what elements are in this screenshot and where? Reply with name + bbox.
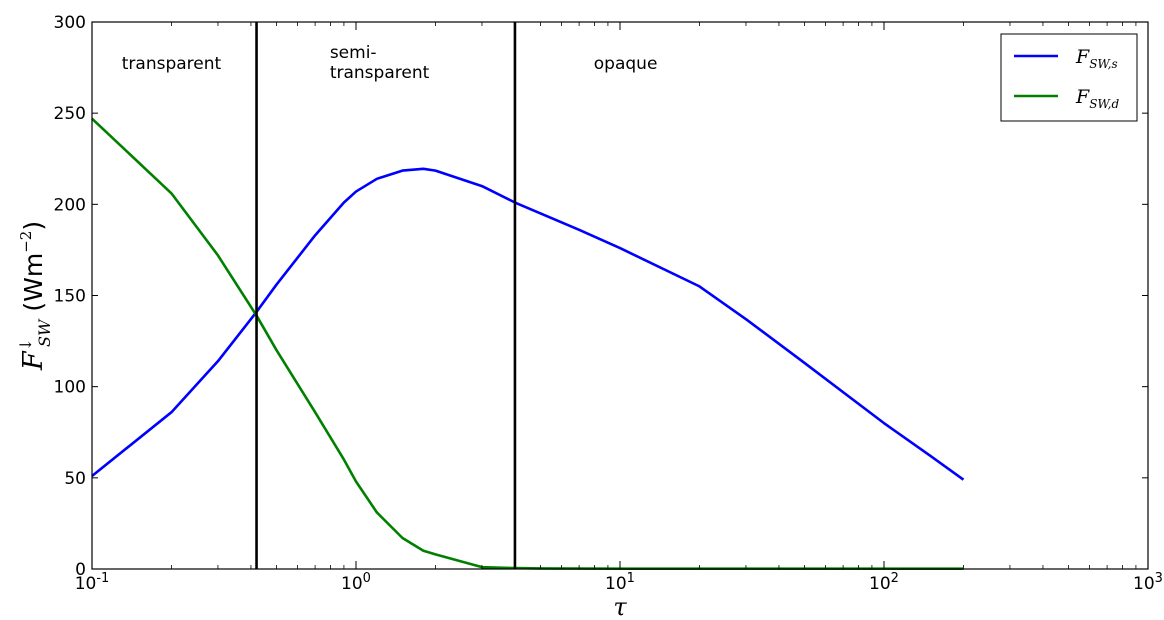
x-axis-label: τ <box>613 593 627 620</box>
x-tick-label: 103 <box>1133 571 1163 594</box>
region-label-1: transparent <box>122 54 222 74</box>
y-axis-label: F↓SW (Wm−2) <box>16 221 54 371</box>
y-tick-label: 300 <box>54 13 86 33</box>
region-dividers <box>255 22 517 569</box>
series-line-sw-d <box>91 117 964 570</box>
y-tick-label: 150 <box>54 287 86 307</box>
legend-label-sw-d: FSW,d <box>1075 86 1119 111</box>
region-label-2: semi-transparent <box>330 43 430 83</box>
region-labels: transparent semi-transparent opaque <box>122 43 658 83</box>
y-tick-label: 200 <box>54 195 86 215</box>
x-tick-label: 101 <box>605 571 635 594</box>
x-tick-label: 10-1 <box>75 571 110 594</box>
y-tick-label: 0 <box>75 560 86 580</box>
plot-frame <box>91 21 1149 570</box>
y-tick-label: 100 <box>54 378 86 398</box>
region-label-3: opaque <box>594 54 658 74</box>
x-tick-label: 100 <box>341 571 371 594</box>
axes: 0 50 100 150 200 250 300 10-1 100 101 102 103 τ F↓SW … <box>16 13 1163 620</box>
series-line-sw-s <box>91 167 965 481</box>
legend-label-sw-s: FSW,s <box>1075 46 1118 71</box>
series-layer <box>91 117 965 570</box>
legend: FSW,s FSW,d <box>1000 33 1138 122</box>
y-tick-label: 50 <box>64 469 86 489</box>
legend-box <box>1000 33 1138 122</box>
x-tick-label: 102 <box>869 571 899 594</box>
y-tick-label: 250 <box>54 104 86 124</box>
